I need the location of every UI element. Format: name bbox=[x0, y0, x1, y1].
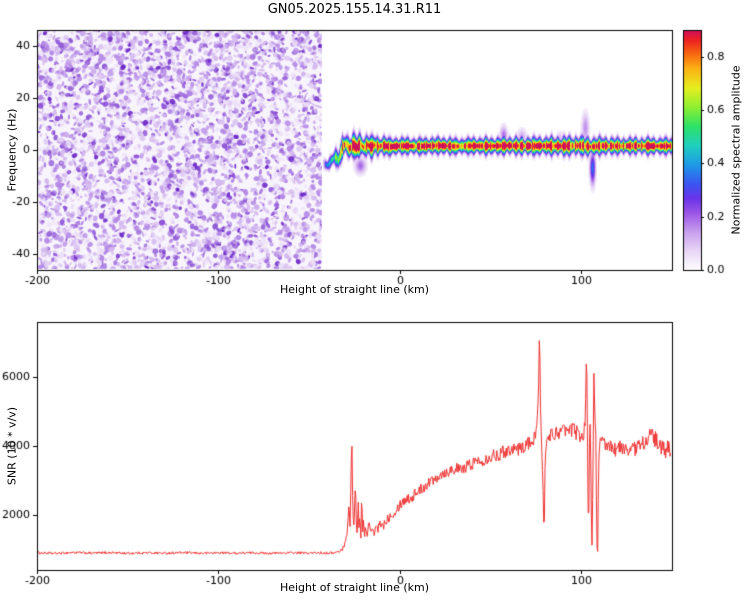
snr-y-axis-label: SNR (10 * v/v) bbox=[5, 406, 19, 486]
figure-title: GN05.2025.155.14.31.R11 bbox=[267, 2, 442, 17]
spectrogram-x-axis-label: Height of straight line (km) bbox=[279, 283, 430, 296]
colorbar-label: Normalized spectral amplitude bbox=[729, 65, 743, 235]
spectrogram-canvas bbox=[0, 0, 750, 300]
spectrogram-y-axis-label: Frequency (Hz) bbox=[5, 108, 19, 192]
snr-canvas bbox=[0, 300, 750, 600]
snr-x-axis-label: Height of straight line (km) bbox=[279, 581, 430, 594]
